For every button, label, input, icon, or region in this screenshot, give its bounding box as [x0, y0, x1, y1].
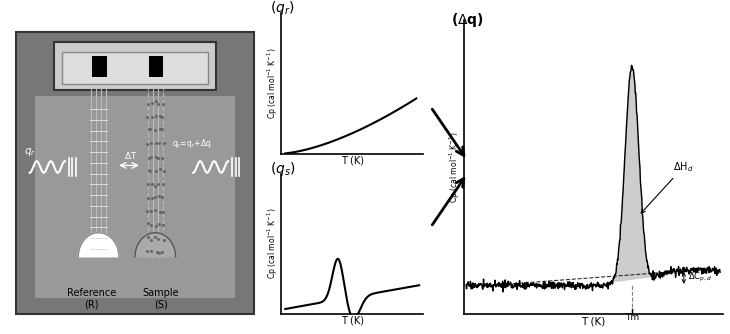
Bar	[62, 51, 208, 84]
Bar	[92, 56, 107, 77]
Text: q$_s$=q$_r$+$\Delta$q: q$_s$=q$_r$+$\Delta$q	[172, 137, 211, 150]
Polygon shape	[78, 233, 119, 257]
X-axis label: T (K): T (K)	[341, 315, 364, 325]
Text: $\Delta$C$_{p,d}$: $\Delta$C$_{p,d}$	[688, 271, 712, 285]
Y-axis label: Cp (cal mol$^{-1}$ K$^{-1}$): Cp (cal mol$^{-1}$ K$^{-1}$)	[447, 131, 462, 203]
Y-axis label: Cp (cal mol$^{-1}$ K$^{-1}$): Cp (cal mol$^{-1}$ K$^{-1}$)	[265, 48, 280, 119]
Text: Sample
(S): Sample (S)	[142, 288, 179, 310]
Bar	[54, 42, 216, 90]
Y-axis label: Cp (cal mol$^{-1}$ K$^{-1}$): Cp (cal mol$^{-1}$ K$^{-1}$)	[265, 208, 280, 280]
Polygon shape	[135, 233, 175, 257]
X-axis label: T (K): T (K)	[341, 155, 364, 165]
Bar	[16, 32, 254, 315]
Text: $(q_s)$: $(q_s)$	[269, 160, 296, 178]
Text: $\Delta$H$_d$: $\Delta$H$_d$	[641, 160, 694, 213]
Text: $\Delta$T: $\Delta$T	[123, 150, 137, 161]
Text: q$_r$: q$_r$	[24, 146, 36, 158]
Text: Reference
(R): Reference (R)	[67, 288, 117, 310]
Text: $(q_r)$: $(q_r)$	[269, 0, 294, 17]
Bar	[149, 56, 164, 77]
Bar	[35, 97, 235, 299]
Text: ($\Delta$q): ($\Delta$q)	[450, 11, 483, 29]
X-axis label: T (K): T (K)	[581, 317, 605, 327]
Text: Tm: Tm	[625, 313, 639, 322]
